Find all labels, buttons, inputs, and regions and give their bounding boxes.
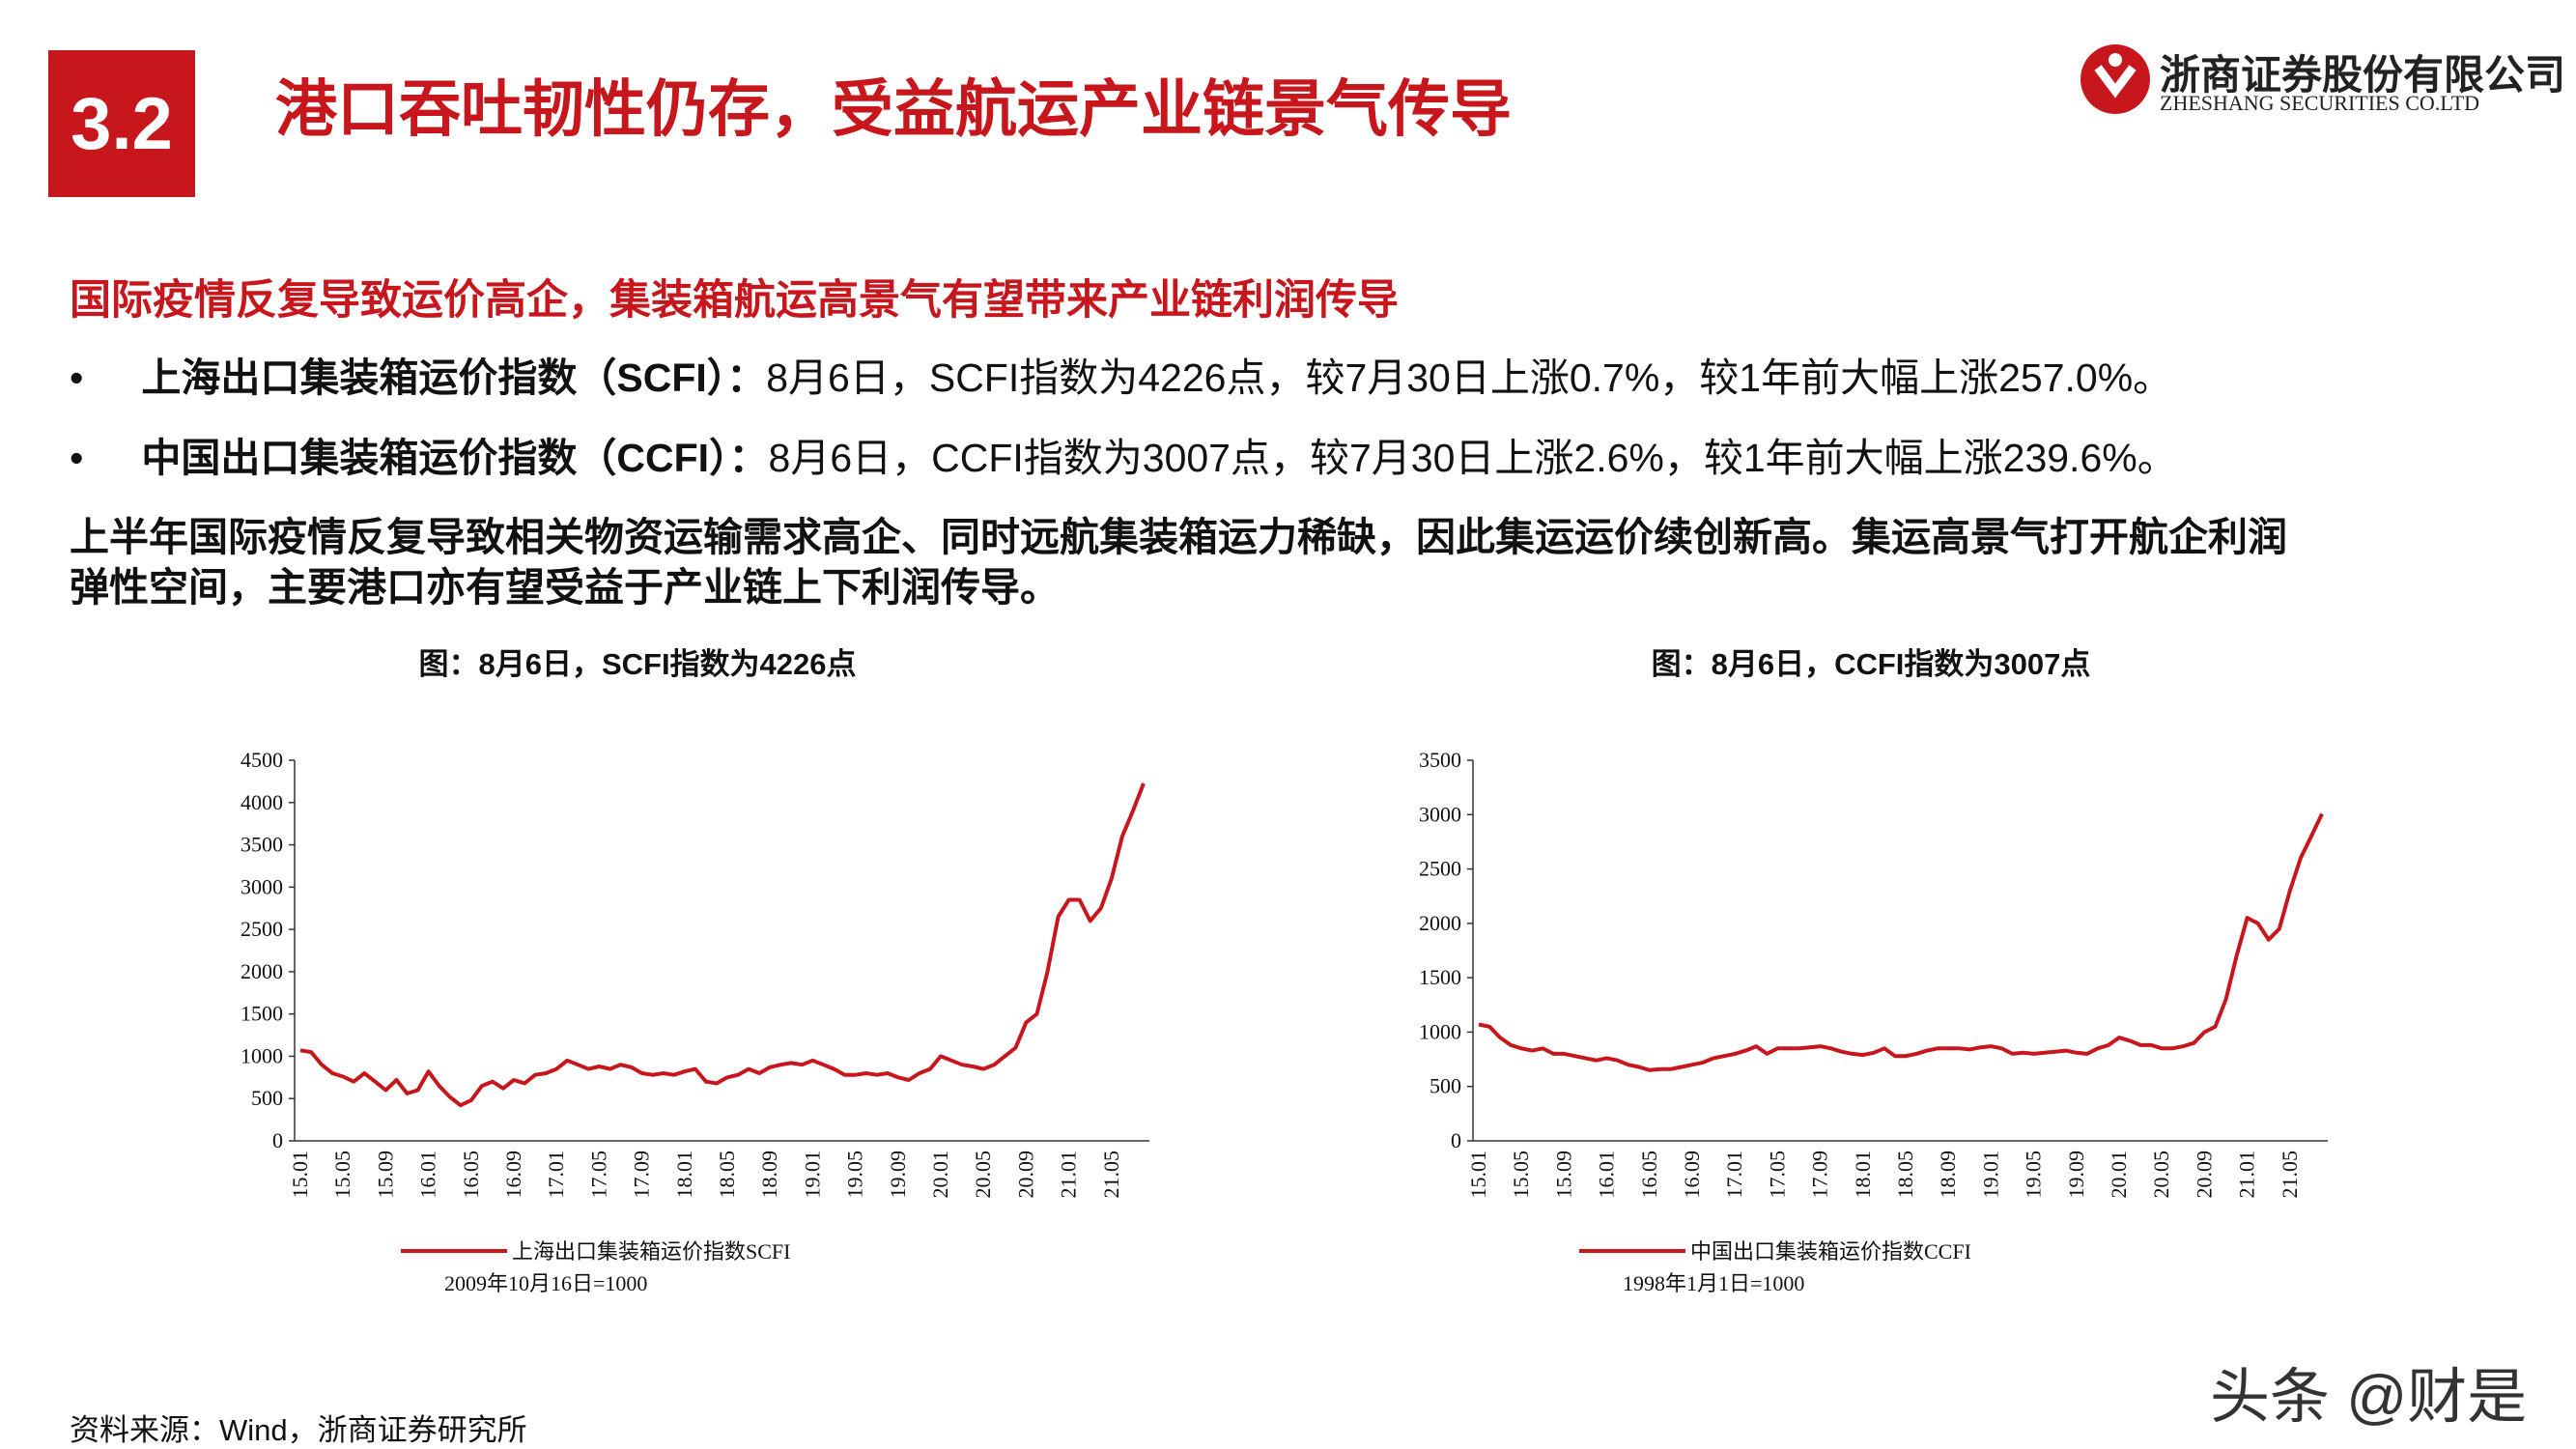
x-tick-label: 15.01 (1466, 1151, 1490, 1199)
legend-label: 上海出口集装箱运价指数SCFI (512, 1239, 790, 1264)
x-tick-label: 16.01 (416, 1151, 440, 1199)
x-tick-label: 17.01 (544, 1151, 568, 1199)
y-tick-label: 2000 (241, 959, 283, 983)
source: 资料来源：Wind，浙商证券研究所 (70, 1413, 527, 1447)
y-tick-label: 1500 (241, 1002, 283, 1026)
chart-note: 1998年1月1日=1000 (1623, 1271, 1804, 1295)
bullet-text: 8月6日，SCFI指数为4226点，较7月30日上涨0.7%，较1年前大幅上涨2… (766, 355, 2173, 400)
chart-title: 图：8月6日，SCFI指数为4226点 (418, 647, 857, 681)
slide-title: 港口吞吐韧性仍存，受益航运产业链景气传导 (275, 74, 1512, 144)
x-tick-label: 20.01 (2107, 1151, 2131, 1199)
watermark: 头条 @财是 (2210, 1364, 2528, 1431)
x-tick-label: 15.05 (330, 1151, 354, 1199)
x-tick-label: 20.09 (2192, 1151, 2216, 1199)
x-tick-label: 20.05 (971, 1151, 995, 1199)
x-tick-label: 17.05 (586, 1151, 610, 1199)
x-tick-label: 16.01 (1595, 1151, 1619, 1199)
x-tick-label: 19.05 (843, 1151, 867, 1199)
logo-icon (2081, 44, 2150, 114)
x-tick-label: 17.09 (630, 1151, 654, 1199)
x-tick-label: 17.05 (1765, 1151, 1789, 1199)
y-tick-label: 3000 (241, 874, 283, 898)
x-tick-label: 15.09 (1551, 1151, 1575, 1199)
logo-en: ZHESHANG SECURITIES CO.LTD (2160, 91, 2480, 115)
x-tick-label: 19.09 (886, 1151, 910, 1199)
x-tick-label: 20.05 (2149, 1151, 2173, 1199)
x-tick-label: 16.09 (1680, 1151, 1704, 1199)
x-tick-label: 19.05 (2022, 1151, 2046, 1199)
x-tick-label: 19.01 (800, 1151, 824, 1199)
y-tick-label: 500 (251, 1086, 283, 1110)
y-tick-label: 1000 (1419, 1019, 1461, 1043)
logo-cn: 浙商证券股份有限公司 (2160, 54, 2566, 99)
y-tick-label: 1500 (1419, 965, 1461, 989)
chart-title: 图：8月6日，CCFI指数为3007点 (1651, 647, 2091, 681)
x-tick-label: 18.01 (672, 1151, 696, 1199)
legend-label: 中国出口集装箱运价指数CCFI (1690, 1239, 1971, 1264)
x-tick-label: 20.09 (1013, 1151, 1037, 1199)
x-tick-label: 19.01 (1978, 1151, 2002, 1199)
y-tick-label: 0 (1451, 1128, 1461, 1152)
y-tick-label: 2500 (1419, 857, 1461, 881)
bullet-label: 上海出口集装箱运价指数（SCFI）： (141, 355, 767, 400)
paragraph-line: 弹性空间，主要港口亦有望受益于产业链上下利润传导。 (70, 565, 1060, 610)
x-tick-label: 21.05 (2278, 1151, 2302, 1199)
series-line (1478, 812, 2324, 1072)
x-tick-label: 15.09 (373, 1151, 397, 1199)
y-tick-label: 1000 (241, 1043, 283, 1067)
bullet: • 中国出口集装箱运价指数（CCFI）：8月6日，CCFI指数为3007点，较7月… (70, 436, 2177, 480)
x-tick-label: 16.05 (1637, 1151, 1661, 1199)
bullet: • 上海出口集装箱运价指数（SCFI）：8月6日，SCFI指数为4226点，较7月… (70, 355, 2173, 400)
x-tick-label: 18.09 (757, 1151, 781, 1199)
x-tick-label: 19.09 (2064, 1151, 2088, 1199)
x-tick-label: 20.01 (928, 1151, 952, 1199)
y-tick-label: 3000 (1419, 802, 1461, 826)
y-tick-label: 500 (1430, 1074, 1461, 1098)
x-tick-label: 18.05 (715, 1151, 739, 1199)
y-tick-label: 4500 (241, 748, 283, 772)
x-tick-label: 21.05 (1099, 1151, 1123, 1199)
y-tick-label: 3500 (241, 833, 283, 857)
bullet-text: 8月6日，CCFI指数为3007点，较7月30日上涨2.6%，较1年前大幅上涨2… (768, 436, 2177, 480)
y-tick-label: 2500 (241, 917, 283, 941)
x-tick-label: 16.05 (459, 1151, 483, 1199)
x-tick-label: 18.01 (1851, 1151, 1875, 1199)
chart-note: 2009年10月16日=1000 (444, 1271, 647, 1295)
x-tick-label: 18.09 (1936, 1151, 1960, 1199)
x-tick-label: 17.09 (1808, 1151, 1832, 1199)
bullet-label: 中国出口集装箱运价指数（CCFI）： (141, 436, 769, 480)
x-tick-label: 21.01 (1057, 1151, 1081, 1199)
x-tick-label: 15.01 (288, 1151, 312, 1199)
series-line (299, 782, 1146, 1108)
y-tick-label: 3500 (1419, 748, 1461, 772)
subtitle: 国际疫情反复导致运价高企，集装箱航运高景气有望带来产业链利润传导 (70, 277, 1399, 324)
y-tick-label: 0 (272, 1128, 283, 1152)
x-tick-label: 16.09 (501, 1151, 525, 1199)
section-number: 3.2 (48, 50, 195, 197)
chart: 0 500 1000 1500 2000 2500 3000 3500 4000 4500 15.0… (241, 748, 1149, 1295)
x-tick-label: 18.05 (1893, 1151, 1917, 1199)
x-tick-label: 21.01 (2235, 1151, 2259, 1199)
x-tick-label: 17.01 (1722, 1151, 1746, 1199)
paragraph-line: 上半年国际疫情反复导致相关物资运输需求高企、同时远航集装箱运力稀缺，因此集运运价… (70, 515, 2287, 559)
y-tick-label: 4000 (241, 790, 283, 814)
chart: 0 500 1000 1500 2000 2500 3000 3500 15.01 15.05 15… (1419, 748, 2328, 1295)
x-tick-label: 15.05 (1509, 1151, 1533, 1199)
y-tick-label: 2000 (1419, 911, 1461, 935)
